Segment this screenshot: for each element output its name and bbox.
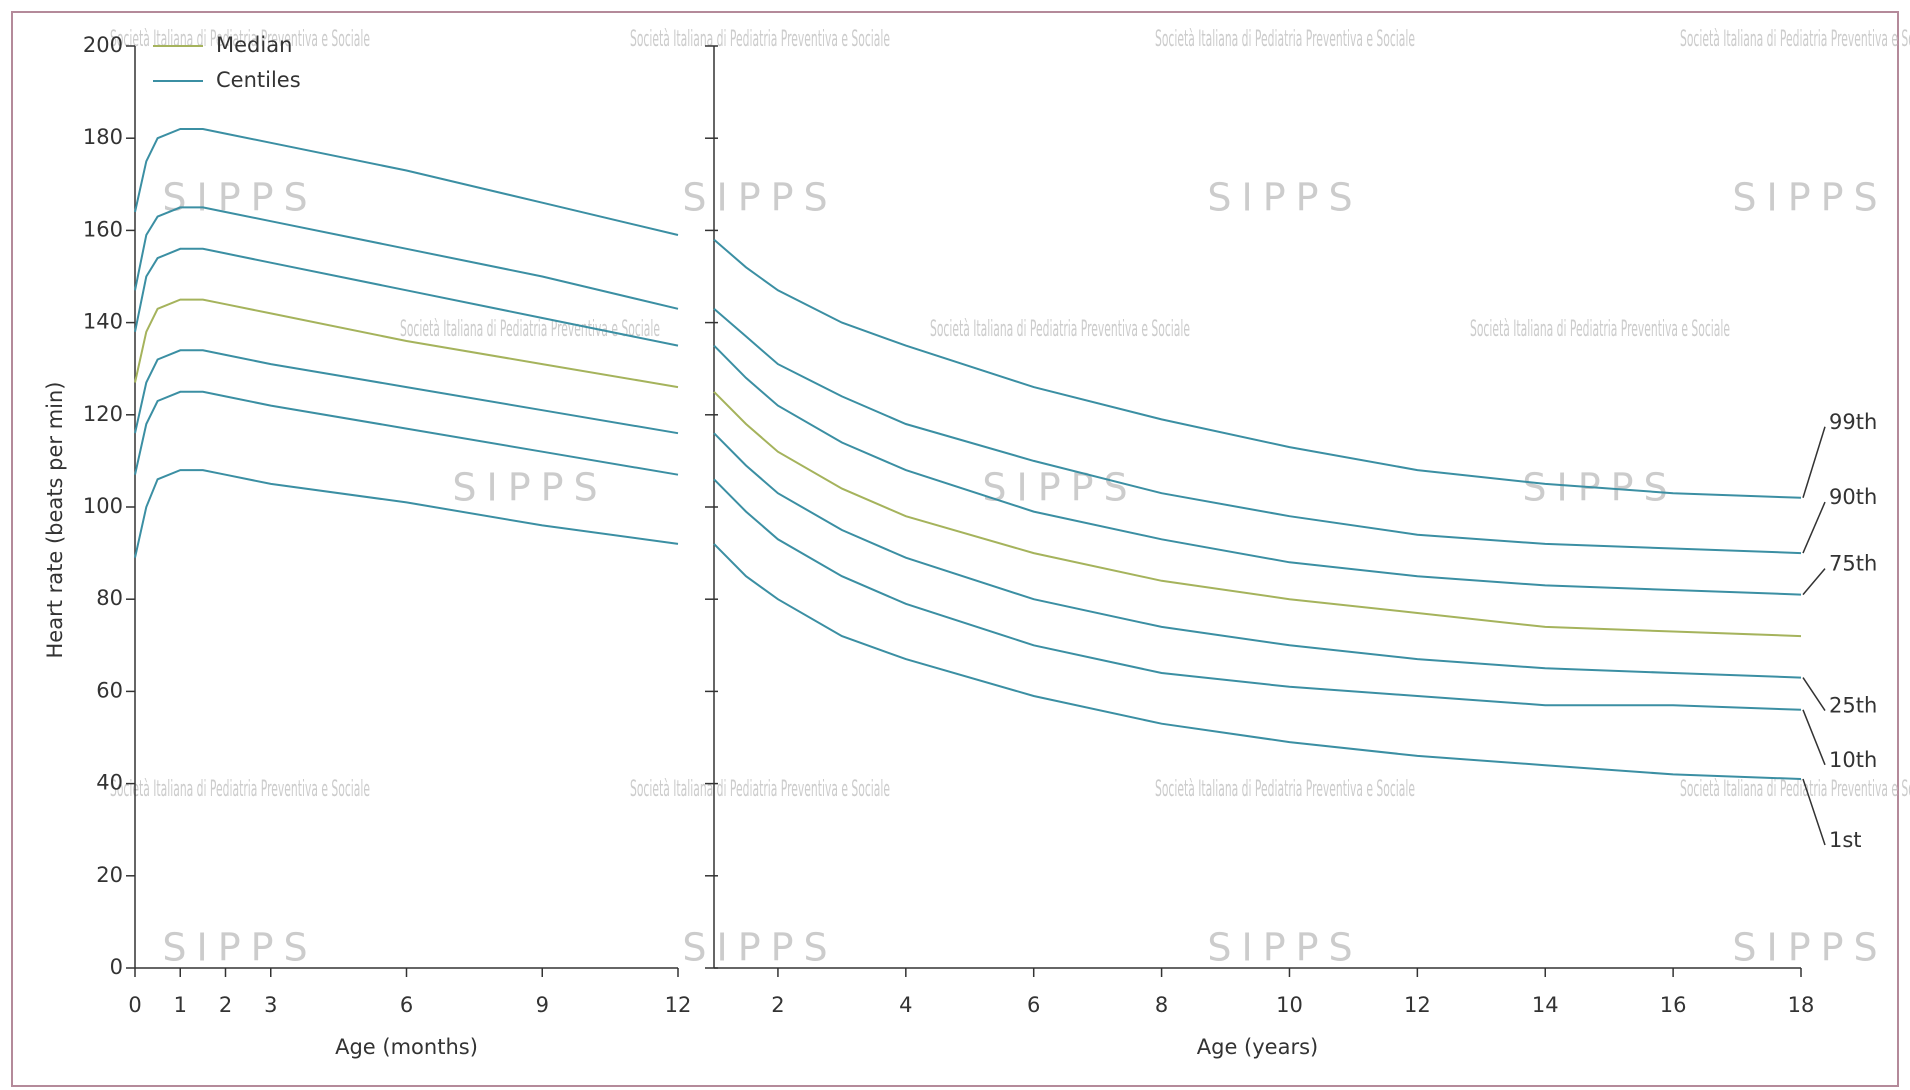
watermark-logo: SIPPS xyxy=(1207,926,1362,970)
watermark-text: Società Italiana di Pediatria Preventiva… xyxy=(1680,777,1910,802)
series-label: 10th xyxy=(1829,748,1877,772)
x-tick-label: 2 xyxy=(771,993,784,1017)
x-tick-label: 12 xyxy=(1404,993,1431,1017)
x-tick-label: 6 xyxy=(1027,993,1040,1017)
series-line xyxy=(714,544,1801,779)
label-leader xyxy=(1803,502,1825,553)
legend-label: Median xyxy=(216,33,292,57)
watermark-logo: SIPPS xyxy=(682,926,837,970)
x-tick-label: 14 xyxy=(1532,993,1559,1017)
y-tick-label: 180 xyxy=(83,125,123,149)
x-tick-label: 8 xyxy=(1155,993,1168,1017)
watermark-text: Società Italiana di Pediatria Preventiva… xyxy=(1155,27,1415,52)
watermark-text: Società Italiana di Pediatria Preventiva… xyxy=(1155,777,1415,802)
watermark-logo: SIPPS xyxy=(682,176,837,220)
label-leader xyxy=(1803,569,1825,595)
series-line xyxy=(135,300,678,388)
series-label: 25th xyxy=(1829,694,1877,718)
watermark-text: Società Italiana di Pediatria Preventiva… xyxy=(630,777,890,802)
series-line xyxy=(135,392,678,475)
x-tick-label: 1 xyxy=(174,993,187,1017)
label-leader xyxy=(1803,710,1825,765)
watermark-logo: SIPPS xyxy=(1732,926,1887,970)
y-tick-label: 100 xyxy=(83,494,123,518)
watermark-text: Società Italiana di Pediatria Preventiva… xyxy=(930,317,1190,342)
x-tick-label: 4 xyxy=(899,993,912,1017)
watermark-logo: SIPPS xyxy=(1732,176,1887,220)
series-line xyxy=(135,350,678,433)
y-tick-label: 60 xyxy=(96,678,123,702)
x-axis-title: Age (years) xyxy=(1197,1035,1318,1059)
x-tick-label: 10 xyxy=(1276,993,1303,1017)
y-tick-label: 80 xyxy=(96,586,123,610)
x-tick-label: 2 xyxy=(219,993,232,1017)
series-line xyxy=(714,309,1801,553)
y-tick-label: 0 xyxy=(110,955,123,979)
y-tick-label: 140 xyxy=(83,310,123,334)
series-label: 90th xyxy=(1829,485,1877,509)
chart: SIPPS Società Italiana di Pediatria Preve… xyxy=(0,0,1910,1090)
x-tick-label: 6 xyxy=(400,993,413,1017)
watermark-text: Società Italiana di Pediatria Preventiva… xyxy=(110,777,370,802)
series-label: 99th xyxy=(1829,410,1877,434)
x-tick-label: 16 xyxy=(1660,993,1687,1017)
y-tick-label: 200 xyxy=(83,33,123,57)
watermark-text: Società Italiana di Pediatria Preventiva… xyxy=(1470,317,1730,342)
y-tick-label: 120 xyxy=(83,402,123,426)
legend-label: Centiles xyxy=(216,68,301,92)
x-tick-label: 12 xyxy=(665,993,692,1017)
watermark-text: Società Italiana di Pediatria Preventiva… xyxy=(630,27,890,52)
watermark-logo: SIPPS xyxy=(162,176,317,220)
label-leader xyxy=(1803,678,1825,711)
series-label: 1st xyxy=(1829,828,1862,852)
series-label: 75th xyxy=(1829,552,1877,576)
x-tick-label: 9 xyxy=(536,993,549,1017)
series-line xyxy=(135,207,678,308)
series-line xyxy=(714,392,1801,636)
watermark-text: Società Italiana di Pediatria Preventiva… xyxy=(400,317,660,342)
series-line xyxy=(714,240,1801,498)
watermark-logo: SIPPS xyxy=(1207,176,1362,220)
watermark-text: Società Italiana di Pediatria Preventiva… xyxy=(1680,27,1910,52)
x-tick-label: 3 xyxy=(264,993,277,1017)
y-axis-title: Heart rate (beats per min) xyxy=(43,382,67,659)
x-tick-label: 0 xyxy=(128,993,141,1017)
x-axis-title: Age (months) xyxy=(335,1035,478,1059)
x-tick-label: 18 xyxy=(1788,993,1815,1017)
y-tick-label: 40 xyxy=(96,771,123,795)
watermark-logo: SIPPS xyxy=(452,466,607,510)
y-tick-label: 20 xyxy=(96,863,123,887)
y-tick-label: 160 xyxy=(83,217,123,241)
watermark-logo: SIPPS xyxy=(162,926,317,970)
label-leader xyxy=(1803,427,1825,498)
